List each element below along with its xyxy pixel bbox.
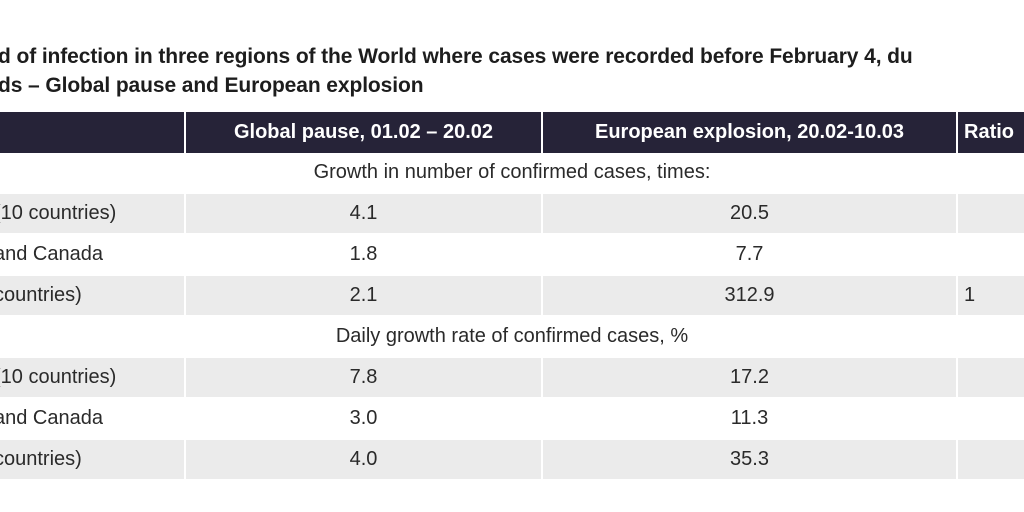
region-cell: and Canada <box>0 243 103 265</box>
european-explosion-cell: 312.9 <box>724 284 775 306</box>
ratio-cell: 1 <box>964 284 976 306</box>
european-explosion-cell: 11.3 <box>730 407 769 429</box>
header-separator <box>184 112 186 153</box>
european-explosion-cell: 35.3 <box>730 448 769 470</box>
cell-separator <box>184 358 186 397</box>
global-pause-cell: 7.8 <box>349 366 378 388</box>
cell-separator <box>184 440 186 479</box>
header-cell-global-pause: Global pause, 01.02 – 20.02 <box>233 121 494 143</box>
european-explosion-cell: 20.5 <box>730 202 769 224</box>
table-row: and Canada 3.0 11.3 <box>0 399 1024 438</box>
global-pause-cell: 4.0 <box>349 448 378 470</box>
header-cell-european-explosion: European explosion, 20.02-10.03 <box>594 121 904 143</box>
section-label-daily-growth: Daily growth rate of confirmed cases, % <box>335 325 689 347</box>
region-cell: countries) <box>0 448 82 470</box>
table-title: d of infection in three regions of the W… <box>0 42 1024 100</box>
table-row: (10 countries) 7.8 17.2 <box>0 358 1024 397</box>
region-cell: and Canada <box>0 407 103 429</box>
section-label-growth: Growth in number of confirmed cases, tim… <box>313 161 711 183</box>
cell-separator <box>956 358 958 397</box>
european-explosion-cell: 7.7 <box>735 243 764 265</box>
table-row: countries) 4.0 35.3 <box>0 440 1024 479</box>
ratio-cell <box>958 440 1024 479</box>
section-label-row: Growth in number of confirmed cases, tim… <box>0 153 1024 192</box>
ratio-cell <box>958 399 1024 438</box>
cell-separator <box>541 440 543 479</box>
european-explosion-cell: 17.2 <box>730 366 769 388</box>
cell-separator <box>541 276 543 315</box>
region-cell: (10 countries) <box>0 202 117 224</box>
section-label-row: Daily growth rate of confirmed cases, % <box>0 317 1024 356</box>
table-title-line-1: d of infection in three regions of the W… <box>0 45 913 68</box>
cell-separator <box>184 276 186 315</box>
cell-separator <box>956 194 958 233</box>
cell-separator <box>541 358 543 397</box>
header-cell-region <box>0 112 184 153</box>
header-separator <box>956 112 958 153</box>
cell-separator <box>956 440 958 479</box>
table-title-line-2: ds – Global pause and European explosion <box>0 74 424 97</box>
global-pause-cell: 3.0 <box>349 407 378 429</box>
table-row: countries) 2.1 312.9 1 <box>0 276 1024 315</box>
header-separator <box>541 112 543 153</box>
region-cell: countries) <box>0 284 82 306</box>
ratio-cell <box>958 194 1024 233</box>
cell-separator <box>541 194 543 233</box>
ratio-cell <box>958 235 1024 274</box>
global-pause-cell: 1.8 <box>349 243 378 265</box>
ratio-cell <box>958 358 1024 397</box>
table-header-row: Global pause, 01.02 – 20.02 European exp… <box>0 112 1024 153</box>
table-row: (10 countries) 4.1 20.5 <box>0 194 1024 233</box>
table-row: and Canada 1.8 7.7 <box>0 235 1024 274</box>
global-pause-cell: 4.1 <box>349 202 378 224</box>
global-pause-cell: 2.1 <box>349 284 378 306</box>
cell-separator <box>184 194 186 233</box>
cell-separator <box>956 276 958 315</box>
region-cell: (10 countries) <box>0 366 117 388</box>
header-cell-ratio: Ratio <box>964 121 1014 143</box>
